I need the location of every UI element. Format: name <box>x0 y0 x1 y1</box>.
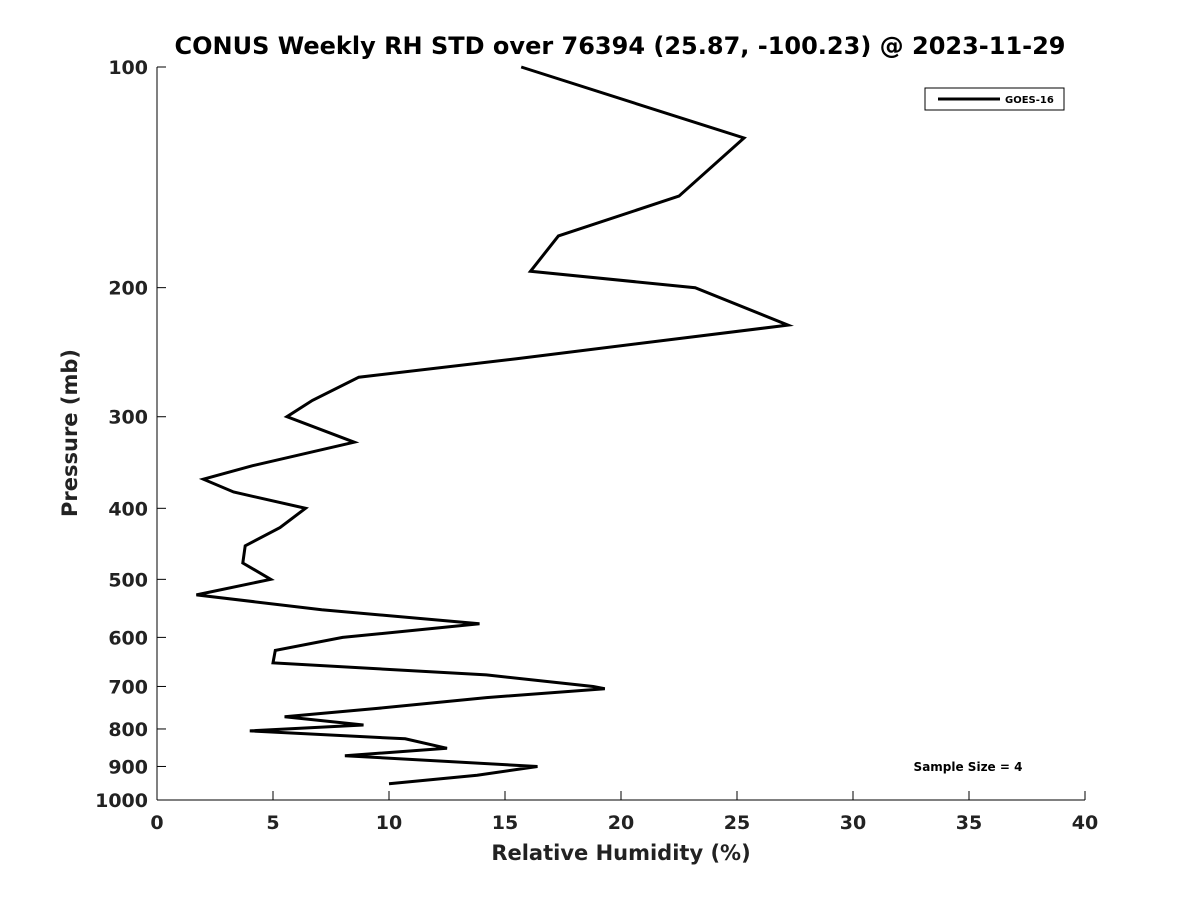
y-tick-label: 900 <box>108 756 148 778</box>
legend: GOES-16 <box>924 87 1065 111</box>
x-tick-label: 30 <box>840 812 866 834</box>
series-line-goes-16 <box>196 65 794 786</box>
x-ticks: 0 5 10 15 20 25 30 35 40 <box>150 791 1098 834</box>
y-tick-label: 600 <box>108 627 148 649</box>
x-tick-label: 20 <box>608 812 634 834</box>
series-layer <box>196 65 794 786</box>
plot-axes <box>156 67 1085 801</box>
sample-size-annotation: Sample Size = 4 <box>914 760 1023 774</box>
x-tick-label: 10 <box>376 812 402 834</box>
y-tick-label: 100 <box>108 57 148 79</box>
y-tick-label: 200 <box>108 278 148 300</box>
chart-title: CONUS Weekly RH STD over 76394 (25.87, -… <box>174 32 1065 60</box>
y-tick-label: 400 <box>108 498 148 520</box>
y-tick-label: 1000 <box>95 790 148 812</box>
x-tick-label: 15 <box>492 812 518 834</box>
x-axis-label: Relative Humidity (%) <box>491 841 750 865</box>
y-tick-label: 800 <box>108 719 148 741</box>
legend-label-goes-16: GOES-16 <box>1005 95 1054 106</box>
y-tick-label: 500 <box>108 569 148 591</box>
y-tick-label: 700 <box>108 676 148 698</box>
x-tick-label: 25 <box>724 812 750 834</box>
x-tick-label: 35 <box>956 812 982 834</box>
y-tick-label: 300 <box>108 407 148 429</box>
x-tick-label: 0 <box>150 812 163 834</box>
x-tick-label: 5 <box>266 812 279 834</box>
y-ticks: 100 200 300 400 500 600 700 800 900 1000 <box>95 57 166 812</box>
y-axis-label: Pressure (mb) <box>58 349 82 517</box>
x-tick-label: 40 <box>1072 812 1098 834</box>
